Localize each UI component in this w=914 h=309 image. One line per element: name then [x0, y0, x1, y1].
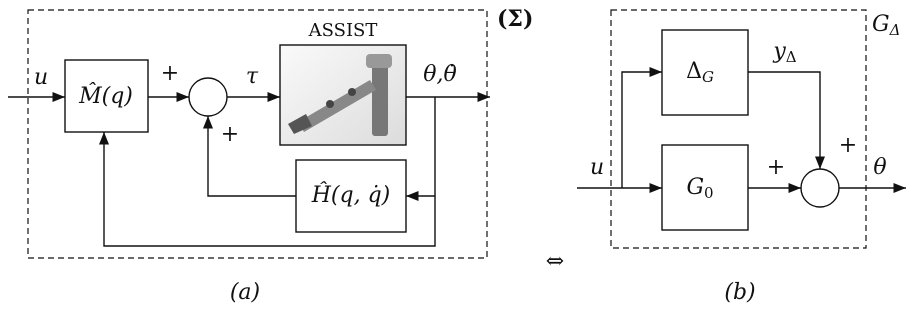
panel-a: (Σ) u M̂(q) + τ ASSIST θ,θ̇ Ĥ(q, q̇) + (… — [8, 6, 533, 305]
panel-b: GΔ u ΔG yΔ G0 + + θ (b) — [577, 10, 906, 305]
assist-label: ASSIST — [308, 20, 378, 41]
block-diagram: (Σ) u M̂(q) + τ ASSIST θ,θ̇ Ĥ(q, q̇) + (… — [0, 0, 914, 309]
equivalence-sign: ⇔ — [546, 249, 564, 274]
system-boundary — [28, 10, 487, 258]
output-label: θ,θ̇ — [423, 62, 456, 87]
label-base: G — [872, 12, 890, 37]
label-sub: Δ — [786, 48, 797, 66]
caption: (b) — [724, 280, 755, 305]
input-label: u — [34, 65, 48, 90]
caption: (a) — [230, 280, 260, 305]
label-sub: Δ — [889, 21, 901, 39]
input-label: u — [590, 155, 604, 180]
plus-sign: + — [767, 155, 785, 180]
m-block-label: M̂(q) — [78, 83, 133, 109]
plus-sign: + — [221, 122, 239, 147]
feedback-arrow — [406, 97, 435, 196]
branch-arrow — [622, 72, 662, 188]
tau-label: τ — [246, 64, 259, 89]
label-base: y — [772, 39, 786, 64]
plus-sign: + — [839, 133, 857, 158]
h-block-label: Ĥ(q, q̇) — [311, 181, 391, 208]
system-label: GΔ — [872, 12, 900, 39]
summing-junction — [801, 169, 839, 207]
output-label: θ — [873, 155, 886, 180]
label-sub: G — [702, 68, 714, 86]
system-label: (Σ) — [497, 6, 533, 32]
label-base: Δ — [686, 59, 702, 84]
y-delta-label: yΔ — [772, 39, 796, 66]
label-base: G — [686, 175, 704, 200]
label-sub: 0 — [704, 184, 714, 202]
plus-sign: + — [161, 61, 179, 86]
summing-junction — [189, 78, 227, 116]
